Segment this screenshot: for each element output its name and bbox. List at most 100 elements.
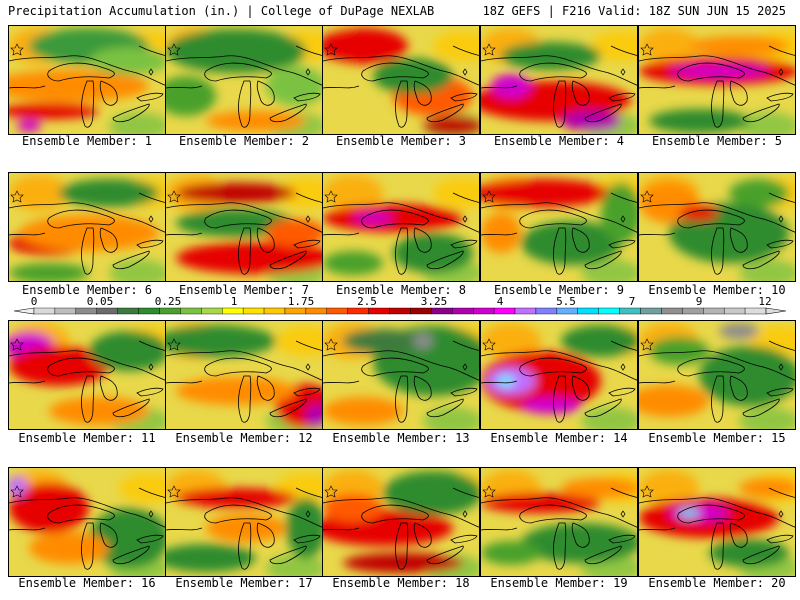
great-lakes-outline (166, 192, 322, 275)
great-lakes-outline (639, 45, 795, 128)
location-marker-icon (778, 68, 784, 76)
great-lakes-outline (481, 45, 637, 128)
colorbar-swatch (703, 307, 725, 315)
colorbar-tick-label: 1.75 (288, 296, 315, 308)
colorbar-max-arrow (765, 307, 787, 315)
precipitation-field (481, 470, 637, 576)
location-marker-icon (462, 68, 468, 76)
precipitation-colorbar: 0 0.05 0.25 1 1.75 2.5 3.25 4 5.5 7 9 12 (13, 296, 787, 315)
island-outline-icon (167, 485, 181, 498)
ensemble-member-label: Ensemble Member: 19 (490, 576, 628, 590)
colorbar-tick-label: 0.05 (87, 296, 114, 308)
location-marker-icon (148, 510, 154, 518)
precipitation-field (323, 323, 479, 429)
ensemble-member-label: Ensemble Member: 3 (335, 134, 467, 148)
great-lakes-outline (9, 487, 165, 570)
island-outline-icon (482, 43, 496, 56)
colorbar-swatch (577, 307, 599, 315)
ensemble-map-panel (165, 320, 323, 430)
colorbar-swatch (640, 307, 662, 315)
colorbar-tick-label: 0.25 (155, 296, 182, 308)
ensemble-map-panel (480, 320, 638, 430)
precipitation-field (166, 175, 322, 281)
ensemble-map-panel (322, 172, 480, 282)
ensemble-map-panel (480, 25, 638, 135)
precipitation-field (323, 28, 479, 134)
great-lakes-outline (323, 192, 479, 275)
location-marker-icon (305, 215, 311, 223)
colorbar-swatch (744, 307, 767, 315)
ensemble-member-label: Ensemble Member: 10 (648, 283, 786, 297)
island-outline-icon (640, 190, 654, 203)
island-outline-icon (640, 43, 654, 56)
island-outline-icon (324, 43, 338, 56)
ensemble-member-label: Ensemble Member: 5 (651, 134, 783, 148)
colorbar-swatch (389, 307, 411, 315)
great-lakes-outline (323, 340, 479, 423)
island-outline-icon (640, 338, 654, 351)
precipitation-field (9, 323, 165, 429)
location-marker-icon (148, 68, 154, 76)
location-marker-icon (462, 510, 468, 518)
ensemble-map-panel (638, 25, 796, 135)
ensemble-member-label: Ensemble Member: 12 (175, 431, 313, 445)
location-marker-icon (305, 510, 311, 518)
ensemble-map-panel (322, 25, 480, 135)
colorbar-swatch (159, 307, 181, 315)
colorbar-swatch (242, 307, 265, 315)
colorbar-swatch (138, 307, 160, 315)
precipitation-field (166, 470, 322, 576)
colorbar-tick-label: 7 (629, 296, 636, 308)
colorbar-swatch (54, 307, 77, 315)
colorbar-swatch (410, 307, 432, 315)
island-outline-icon (10, 190, 24, 203)
colorbar-swatch (201, 307, 223, 315)
chart-title: Precipitation Accumulation (in.) | Colle… (8, 4, 435, 18)
ensemble-member-label: Ensemble Member: 14 (490, 431, 628, 445)
ensemble-member-label: Ensemble Member: 18 (332, 576, 470, 590)
colorbar-swatch (598, 307, 620, 315)
great-lakes-outline (639, 487, 795, 570)
ensemble-map-panel (8, 467, 166, 577)
great-lakes-outline (166, 487, 322, 570)
colorbar-swatch (222, 307, 244, 315)
ensemble-member-label: Ensemble Member: 6 (21, 283, 153, 297)
great-lakes-outline (9, 45, 165, 128)
ensemble-map-panel (165, 172, 323, 282)
ensemble-map-panel (638, 172, 796, 282)
precipitation-field (639, 28, 795, 134)
colorbar-swatch (556, 307, 578, 315)
ensemble-member-label: Ensemble Member: 20 (648, 576, 786, 590)
island-outline-icon (482, 338, 496, 351)
colorbar-swatch (263, 307, 286, 315)
great-lakes-outline (166, 340, 322, 423)
great-lakes-outline (323, 45, 479, 128)
colorbar-swatch (514, 307, 537, 315)
ensemble-member-label: Ensemble Member: 15 (648, 431, 786, 445)
colorbar-swatch (452, 307, 474, 315)
colorbar-swatch (33, 307, 56, 315)
precipitation-field (481, 175, 637, 281)
location-marker-icon (148, 363, 154, 371)
colorbar-tick-label: 9 (696, 296, 703, 308)
colorbar-swatch (661, 307, 683, 315)
ensemble-member-label: Ensemble Member: 2 (178, 134, 310, 148)
island-outline-icon (324, 485, 338, 498)
colorbar-swatch (368, 307, 390, 315)
colorbar-swatch (326, 307, 348, 315)
great-lakes-outline (323, 487, 479, 570)
island-outline-icon (10, 485, 24, 498)
ensemble-member-label: Ensemble Member: 7 (178, 283, 310, 297)
colorbar-swatch (117, 307, 139, 315)
ensemble-member-label: Ensemble Member: 4 (493, 134, 625, 148)
ensemble-member-label: Ensemble Member: 11 (18, 431, 156, 445)
colorbar-swatch (431, 307, 453, 315)
great-lakes-outline (166, 45, 322, 128)
great-lakes-outline (481, 487, 637, 570)
precipitation-field (323, 470, 479, 576)
location-marker-icon (778, 363, 784, 371)
ensemble-member-label: Ensemble Member: 17 (175, 576, 313, 590)
island-outline-icon (640, 485, 654, 498)
precipitation-field (9, 28, 165, 134)
ensemble-map-panel (480, 467, 638, 577)
